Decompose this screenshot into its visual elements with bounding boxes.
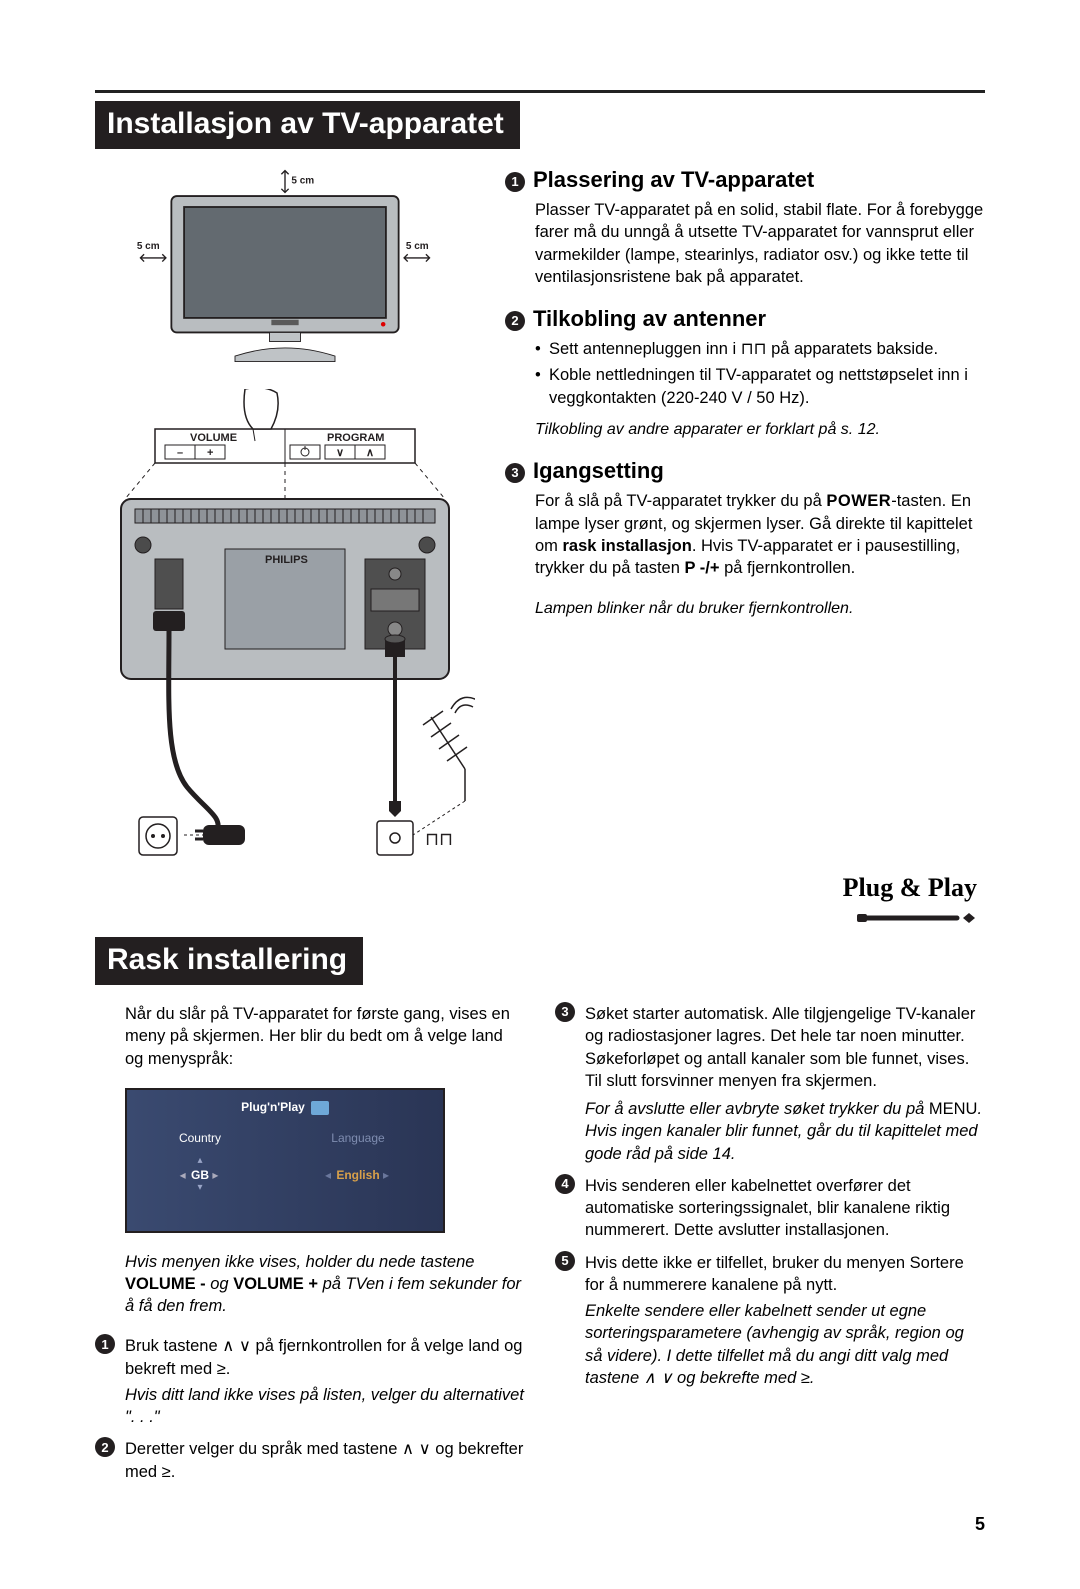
sub3-heading: 3 Igangsetting xyxy=(505,458,985,484)
sub3-text: For å slå på TV-apparatet trykker du på … xyxy=(535,490,985,579)
sub1-heading: 1 Plassering av TV-apparatet xyxy=(505,167,985,193)
list-item: Sett antennepluggen inn i ⊓⊓ på apparate… xyxy=(535,338,985,360)
sub3-title: Igangsetting xyxy=(533,458,664,484)
quick-step-5: 5 Hvis dette ikke er tilfellet, bruker d… xyxy=(555,1252,985,1390)
card-icon xyxy=(311,1101,329,1115)
pnp-country-value: GB xyxy=(191,1168,209,1182)
tv-rear-diagram: VOLUME PROGRAM – + ∨ ∧ xyxy=(95,389,475,869)
svg-text:∧: ∧ xyxy=(366,447,374,459)
clearance-left: 5 cm xyxy=(137,241,160,252)
plug-and-play-logo: Plug & Play xyxy=(95,873,977,933)
antenna-socket-icon xyxy=(377,821,413,855)
circled-number: 5 xyxy=(555,1251,575,1271)
section-heading-install: Installasjon av TV-apparatet xyxy=(95,101,520,149)
program-label: PROGRAM xyxy=(327,432,384,444)
list-item: Koble nettledningen til TV-apparatet og … xyxy=(535,364,985,409)
sub2-title: Tilkobling av antenner xyxy=(533,306,766,332)
tv-front-diagram: 5 cm 5 cm 5 cm xyxy=(120,167,450,367)
pnp-title: Plug'n'Play xyxy=(127,1100,443,1115)
circled-number: 3 xyxy=(555,1002,575,1022)
circled-number: 2 xyxy=(95,1437,115,1457)
sub2-heading: 2 Tilkobling av antenner xyxy=(505,306,985,332)
antenna-plug-icon xyxy=(385,635,405,657)
wall-socket-icon xyxy=(139,817,177,855)
circled-number-3: 3 xyxy=(505,463,525,483)
quick-intro: Når du slår på TV-apparatet for første g… xyxy=(125,1003,525,1070)
sub1-title: Plassering av TV-apparatet xyxy=(533,167,814,193)
quick-step-3: 3 Søket starter automatisk. Alle tilgjen… xyxy=(555,1003,985,1165)
brand-label: PHILIPS xyxy=(265,554,308,566)
pnp-country-label: Country xyxy=(179,1131,221,1145)
circled-number: 1 xyxy=(95,1334,115,1354)
section-heading-quick: Rask installering xyxy=(95,937,363,985)
clearance-top: 5 cm xyxy=(291,175,314,186)
circled-number-1: 1 xyxy=(505,172,525,192)
quick-step-1: 1 Bruk tastene ∧ ∨ på fjernkontrollen fo… xyxy=(95,1335,525,1428)
quick-step-4: 4 Hvis senderen eller kabelnettet overfø… xyxy=(555,1175,985,1242)
sub1-text: Plasser TV-apparatet på en solid, stabil… xyxy=(535,199,985,288)
pnp-language-label: Language xyxy=(325,1131,391,1145)
svg-text:∨: ∨ xyxy=(336,447,344,459)
svg-text:–: – xyxy=(177,447,183,459)
circled-number-2: 2 xyxy=(505,311,525,331)
down-arrow-icon: ▾ xyxy=(179,1182,221,1193)
page-number: 5 xyxy=(975,1514,985,1535)
circled-number: 4 xyxy=(555,1174,575,1194)
quick-left-note: Hvis menyen ikke vises, holder du nede t… xyxy=(125,1251,525,1318)
aerial-antenna-icon xyxy=(423,697,475,801)
left-illustrations: 5 cm 5 cm 5 cm xyxy=(95,167,475,869)
sub2-note: Tilkobling av andre apparater er forklar… xyxy=(535,419,985,441)
clearance-right: 5 cm xyxy=(406,241,429,252)
svg-text:+: + xyxy=(207,447,213,459)
sub2-bullets: Sett antennepluggen inn i ⊓⊓ på apparate… xyxy=(535,338,985,409)
pnp-language-value: English xyxy=(336,1168,379,1182)
sub3-note: Lampen blinker når du bruker fjernkontro… xyxy=(535,598,985,620)
svg-text:⊓⊓: ⊓⊓ xyxy=(425,829,453,849)
up-arrow-icon: ▴ xyxy=(179,1155,221,1166)
plugnplay-menu: Plug'n'Play Country ▴ ◂ GB ▸ ▾ Language … xyxy=(125,1088,445,1233)
quick-step-2: 2 Deretter velger du språk med tastene ∧… xyxy=(95,1438,525,1483)
volume-label: VOLUME xyxy=(190,432,237,444)
